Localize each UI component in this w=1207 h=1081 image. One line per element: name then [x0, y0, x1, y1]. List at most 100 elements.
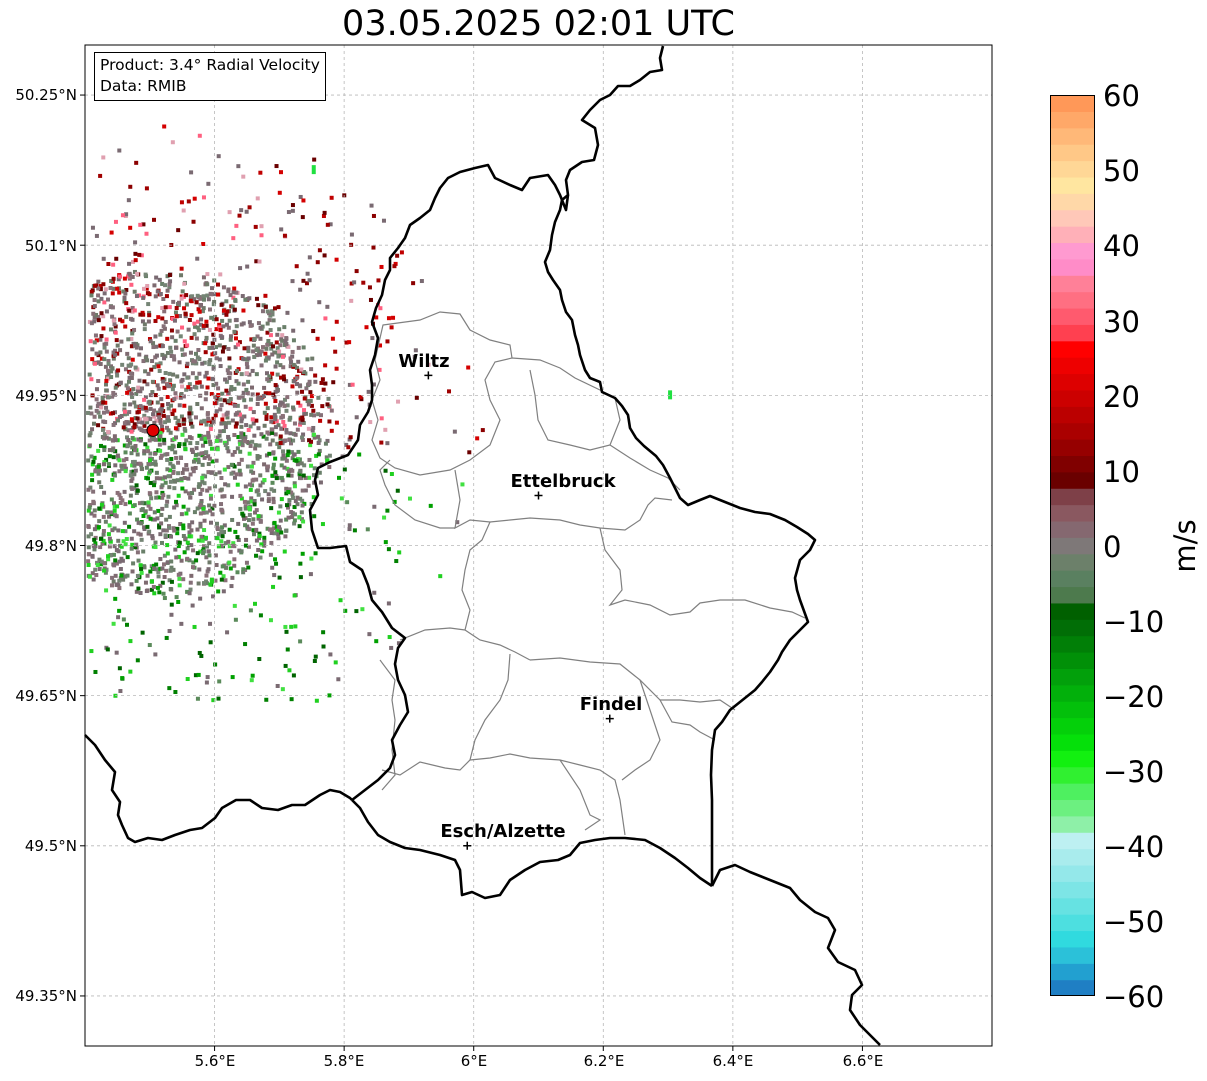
echo-pixel [121, 458, 126, 463]
echo-pixel [101, 514, 106, 519]
echo-pixel [258, 514, 263, 519]
echo-pixel [130, 331, 135, 336]
echo-pixel [287, 437, 292, 442]
echo-pixel [188, 298, 193, 303]
echo-pixel [232, 603, 237, 608]
echo-pixel [223, 421, 228, 426]
echo-pixel [217, 679, 222, 684]
echo-pixel [217, 470, 222, 475]
echo-pixel [130, 317, 135, 322]
echo-pixel [265, 309, 270, 314]
echo-pixel [252, 433, 257, 438]
echo-pixel [124, 457, 129, 462]
echo-pixel [293, 624, 298, 629]
echo-pixel [412, 354, 417, 359]
echo-pixel [241, 432, 246, 437]
echo-pixel [325, 304, 330, 309]
echo-pixel [165, 560, 170, 565]
echo-pixel [249, 464, 254, 469]
echo-pixel [168, 586, 173, 591]
echo-pixel [233, 297, 238, 302]
echo-pixel [297, 524, 302, 529]
echo-pixel [365, 527, 370, 532]
echo-pixel [233, 424, 238, 429]
echo-pixel [241, 390, 246, 395]
echo-pixel [383, 540, 388, 545]
echo-pixel [241, 567, 246, 572]
echo-pixel [342, 467, 347, 472]
echo-pixel [171, 383, 176, 388]
echo-pixel [168, 378, 173, 383]
echo-pixel [159, 397, 164, 402]
echo-pixel [173, 479, 178, 484]
echo-pixel [378, 343, 383, 348]
echo-pixel [227, 375, 232, 380]
echo-pixel [113, 330, 118, 335]
echo-pixel [158, 291, 163, 296]
echo-pixel [193, 673, 198, 678]
echo-pixel [152, 480, 157, 485]
echo-pixel [187, 543, 192, 548]
echo-pixel [216, 696, 221, 701]
echo-pixel [255, 402, 260, 407]
colorbar-swatch [1050, 226, 1095, 244]
lon-label: 6.2°E [583, 1052, 625, 1070]
echo-pixel [160, 424, 165, 429]
echo-pixel [173, 426, 178, 431]
echo-pixel [170, 443, 175, 448]
echo-pixel [96, 378, 101, 383]
echo-pixel [277, 349, 282, 354]
colorbar-swatch [1050, 488, 1095, 506]
echo-pixel [249, 678, 254, 683]
echo-pixel [236, 381, 241, 386]
echo-pixel [181, 533, 186, 538]
colorbar-swatch [1050, 242, 1095, 260]
echo-pixel [152, 365, 157, 370]
echo-pixel [146, 302, 151, 307]
echo-pixel [130, 459, 135, 464]
echo-pixel [161, 409, 166, 414]
echo-pixel [296, 400, 301, 405]
echo-pixel [298, 194, 303, 199]
echo-pixel [283, 624, 288, 629]
echo-pixel [295, 365, 300, 370]
echo-pixel [354, 269, 359, 274]
echo-pixel [276, 407, 281, 412]
echo-pixel [142, 322, 147, 327]
echo-pixel [147, 438, 152, 443]
echo-pixel [87, 433, 92, 438]
echo-pixel [312, 466, 317, 471]
echo-pixel [300, 435, 305, 440]
echo-pixel [220, 508, 225, 513]
echo-pixel [120, 676, 125, 681]
echo-pixel [198, 511, 203, 516]
echo-pixel [206, 435, 211, 440]
colorbar-swatch [1050, 684, 1095, 702]
echo-pixel [266, 339, 271, 344]
echo-pixel [248, 443, 253, 448]
echo-pixel [179, 621, 184, 626]
echo-pixel [134, 160, 139, 165]
echo-pixel [86, 487, 91, 492]
echo-pixel [142, 525, 147, 530]
echo-pixel [290, 279, 295, 284]
echo-pixel [208, 508, 213, 513]
echo-pixel [248, 406, 253, 411]
colorbar-swatch [1050, 897, 1095, 915]
echo-pixel [226, 398, 231, 403]
echo-pixel [98, 287, 103, 292]
echo-pixel [121, 577, 126, 582]
echo-pixel [288, 364, 293, 369]
echo-pixel [201, 275, 206, 280]
echo-pixel [244, 361, 249, 366]
echo-pixel [286, 449, 291, 454]
echo-pixel [264, 371, 269, 376]
echo-pixel [111, 455, 116, 460]
echo-pixel [247, 205, 252, 210]
echo-pixel [188, 387, 193, 392]
echo-pixel [286, 210, 291, 215]
echo-pixel [250, 385, 255, 390]
echo-pixel [214, 317, 219, 322]
echo-pixel [142, 451, 147, 456]
echo-pixel [234, 324, 239, 329]
